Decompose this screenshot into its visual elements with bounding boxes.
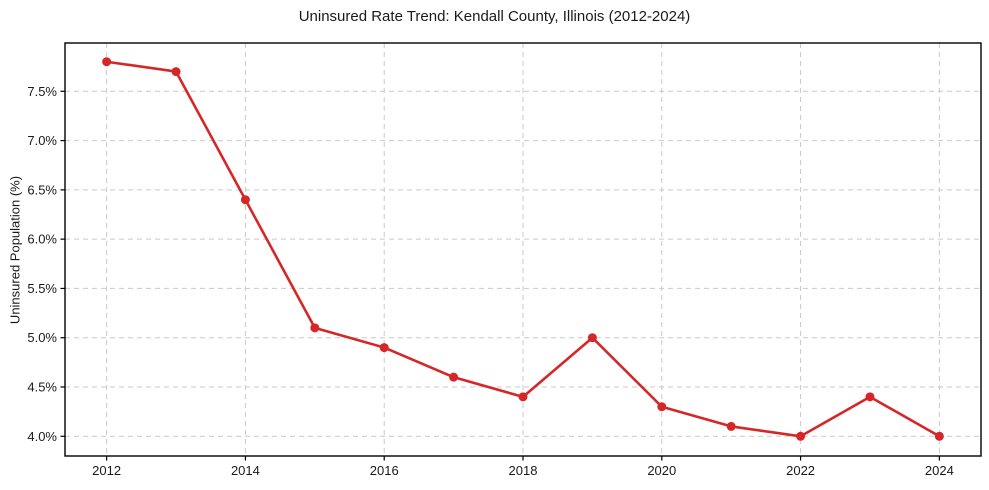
x-tick-label: 2018 [509,463,538,478]
data-point [240,195,250,205]
data-point [865,392,875,402]
data-point [171,67,181,77]
data-point [796,431,806,441]
data-point [726,421,736,431]
y-tick-label: 7.0% [27,133,57,148]
x-tick-label: 2014 [231,463,260,478]
y-tick-label: 4.0% [27,429,57,444]
data-point [934,431,944,441]
data-point [449,372,459,382]
data-point [379,343,389,353]
y-tick-label: 6.0% [27,232,57,247]
chart-title: Uninsured Rate Trend: Kendall County, Il… [298,8,691,25]
x-tick-label: 2012 [92,463,121,478]
data-point [657,402,667,412]
data-point [587,333,597,343]
data-point [102,57,112,67]
x-tick-label: 2022 [786,463,815,478]
x-tick-label: 2024 [925,463,954,478]
y-tick-label: 5.5% [27,281,57,296]
y-tick-label: 5.0% [27,330,57,345]
y-tick-label: 7.5% [27,84,57,99]
x-tick-label: 2020 [647,463,676,478]
data-point [518,392,528,402]
x-tick-label: 2016 [370,463,399,478]
data-point [310,323,320,333]
y-tick-label: 4.5% [27,380,57,395]
y-tick-label: 6.5% [27,182,57,197]
